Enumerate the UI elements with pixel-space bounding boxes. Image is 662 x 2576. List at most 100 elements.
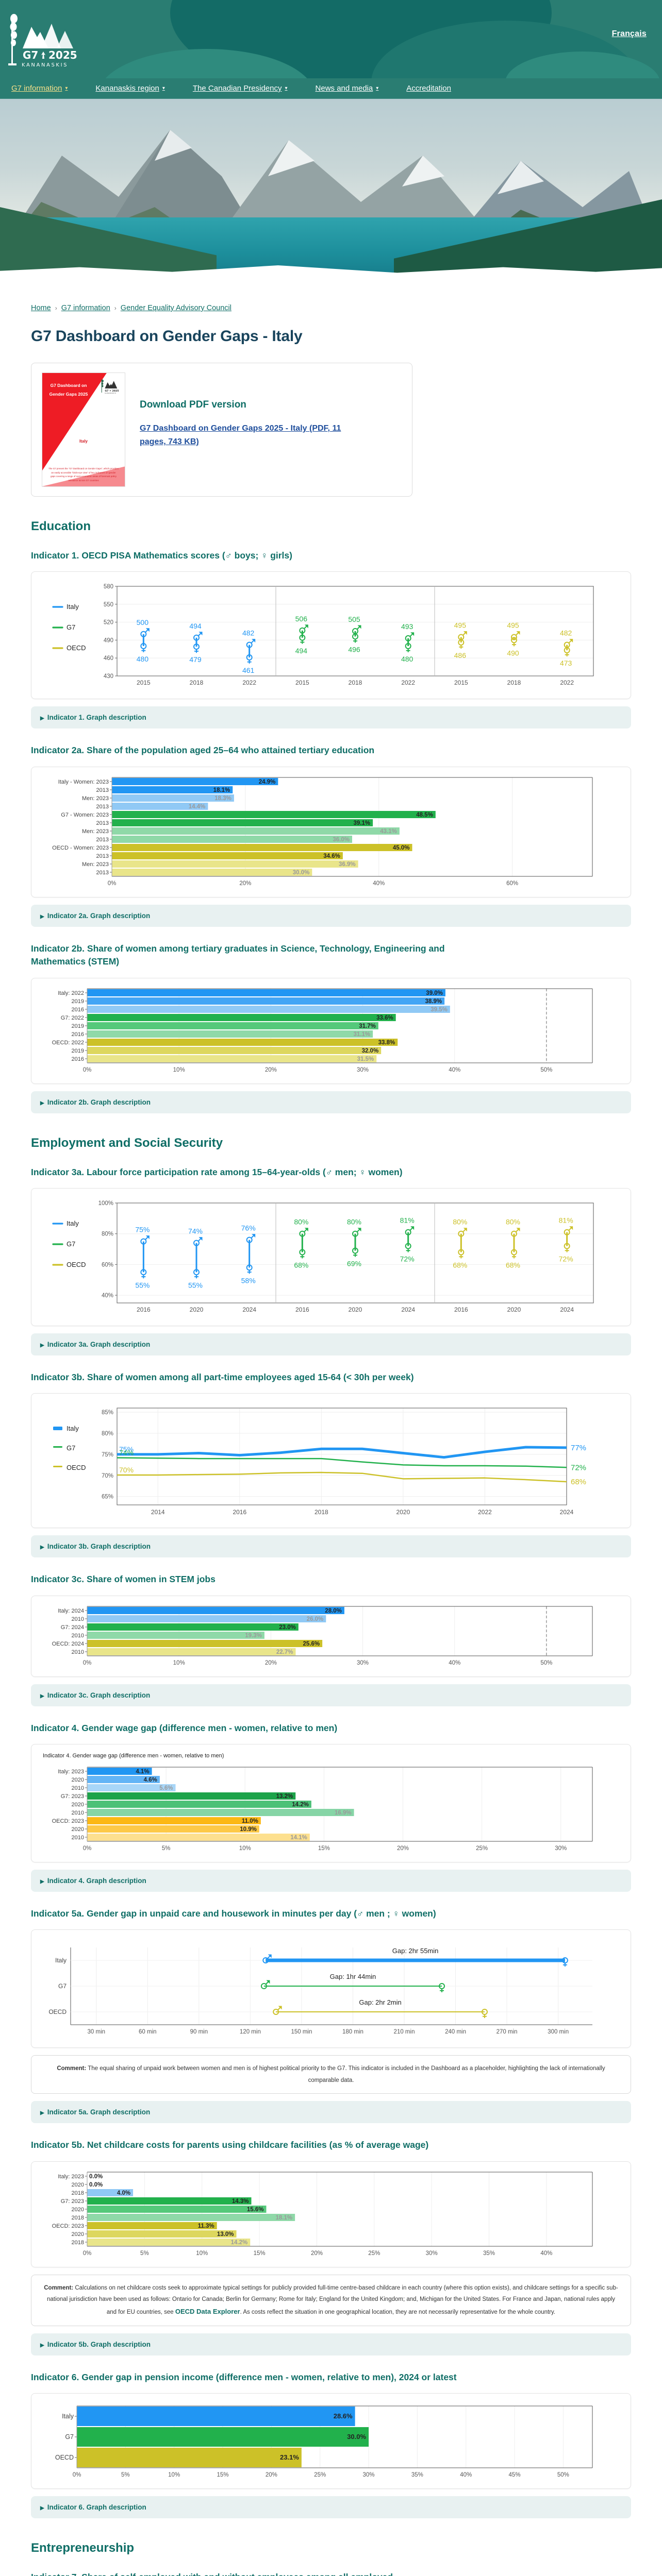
svg-text:Italy: 2023: Italy: 2023 — [58, 1769, 84, 1775]
svg-text:495: 495 — [507, 621, 519, 630]
language-toggle-link[interactable]: Français — [611, 29, 647, 38]
svg-text:505: 505 — [348, 615, 360, 623]
indicator-1-description-toggle[interactable]: ▶ Indicator 1. Graph description — [31, 706, 631, 729]
svg-text:31.5%: 31.5% — [357, 1056, 374, 1062]
svg-text:50%: 50% — [540, 1660, 552, 1666]
svg-text:2018: 2018 — [72, 2190, 84, 2196]
svg-text:2020: 2020 — [507, 1306, 521, 1313]
svg-text:180 min: 180 min — [342, 2029, 363, 2035]
indicator-5b-chart: Italy: 2023 0.0% 2020 0.0% 2018 4.0% G7: 2023 1… — [40, 2169, 622, 2260]
svg-text:OECD: OECD — [67, 1261, 86, 1268]
indicator-5a-chart: 30 min 60 min 90 min 120 min 150 min 180 min 2… — [40, 1937, 622, 2040]
oecd-data-explorer-link[interactable]: OECD Data Explorer — [175, 2308, 240, 2316]
svg-text:2016: 2016 — [454, 1306, 468, 1313]
pdf-cover-blurb: The G7 present the "G7 Dashboard on Gend… — [48, 467, 119, 482]
indicator-4-description-toggle[interactable]: ▶ Indicator 4. Graph description — [31, 1870, 631, 1892]
svg-text:30%: 30% — [357, 1067, 369, 1073]
comment-label: Comment: — [57, 2065, 87, 2072]
svg-text:490: 490 — [507, 649, 519, 657]
nav-item-kananaskis-region[interactable]: Kananaskis region ▾ — [95, 84, 178, 93]
indicator-2b-description-toggle[interactable]: ▶ Indicator 2b. Graph description — [31, 1091, 631, 1113]
triangle-right-icon: ▶ — [40, 716, 44, 722]
indicator-3c-chart-card: Italy: 2024 28.0% 2010 26.0% G7: 2024 23.0% 20… — [31, 1595, 631, 1677]
svg-text:25.6%: 25.6% — [303, 1641, 320, 1647]
svg-text:14.3%: 14.3% — [232, 2198, 249, 2205]
svg-text:KANANASKIS: KANANASKIS — [105, 393, 116, 394]
svg-text:430: 430 — [104, 673, 113, 680]
nav-item-g7-information[interactable]: G7 information ▾ — [11, 84, 81, 93]
download-pdf-link[interactable]: G7 Dashboard on Gender Gaps 2025 - Italy… — [140, 424, 341, 447]
svg-text:2020: 2020 — [72, 1826, 84, 1833]
svg-text:34.6%: 34.6% — [323, 853, 340, 859]
svg-text:68%: 68% — [453, 1261, 467, 1269]
svg-text:4.6%: 4.6% — [144, 1777, 157, 1783]
indicator-2a-description-toggle[interactable]: ▶ Indicator 2a. Graph description — [31, 904, 631, 927]
svg-text:Italy: Italy — [67, 603, 79, 611]
breadcrumb-item-g7-information[interactable]: G7 information — [61, 304, 110, 312]
svg-text:45.0%: 45.0% — [393, 845, 410, 851]
nav-item-accreditation[interactable]: Accreditation — [406, 84, 465, 93]
svg-text:580: 580 — [104, 584, 113, 590]
svg-text:77%: 77% — [571, 1444, 586, 1452]
indicator-3a-description-toggle[interactable]: ▶ Indicator 3a. Graph description — [31, 1333, 631, 1355]
triangle-right-icon: ▶ — [40, 1693, 44, 1699]
svg-text:Men: 2023: Men: 2023 — [82, 828, 109, 835]
svg-text:81%: 81% — [400, 1216, 415, 1225]
svg-text:20%: 20% — [266, 2472, 277, 2478]
svg-text:G7: G7 — [67, 1444, 75, 1452]
svg-text:2016: 2016 — [137, 1306, 151, 1313]
svg-text:16.9%: 16.9% — [335, 1810, 352, 1816]
svg-text:2020: 2020 — [190, 1306, 204, 1313]
pdf-cover-logo-icon: G7 ✦ 2025 KANANASKIS — [101, 379, 119, 394]
indicator-3c-title: Indicator 3c. Share of women in STEM job… — [31, 1574, 216, 1585]
svg-text:Gap: 2hr 2min: Gap: 2hr 2min — [359, 1998, 401, 2006]
svg-text:486: 486 — [454, 651, 467, 659]
svg-text:2015: 2015 — [295, 679, 309, 686]
indicator-3c-description-toggle[interactable]: ▶ Indicator 3c. Graph description — [31, 1684, 631, 1706]
nav-item-canadian-presidency[interactable]: The Canadian Presidency ▾ — [193, 84, 301, 93]
svg-text:31.1%: 31.1% — [354, 1031, 371, 1038]
breadcrumb-item-gender-equality-advisory-council[interactable]: Gender Equality Advisory Council — [120, 304, 231, 312]
triangle-right-icon: ▶ — [40, 1545, 44, 1551]
indicator-6-chart: Italy 28.6% G7 30.0% OECD 23.1% 0% 5% 10% 15% 20% 2… — [40, 2401, 622, 2481]
svg-text:2022: 2022 — [401, 679, 415, 686]
svg-text:2024: 2024 — [401, 1306, 415, 1313]
svg-text:80%: 80% — [506, 1218, 520, 1226]
svg-text:22.7%: 22.7% — [276, 1649, 293, 1655]
svg-text:68%: 68% — [294, 1261, 308, 1269]
indicator-5b-comment: Comment: Calculations on net childcare c… — [31, 2274, 631, 2326]
svg-text:14.2%: 14.2% — [292, 1802, 309, 1808]
svg-text:2020: 2020 — [72, 2207, 84, 2213]
svg-text:15%: 15% — [318, 1845, 330, 1852]
svg-text:2024: 2024 — [560, 1509, 574, 1516]
svg-text:2013: 2013 — [96, 837, 109, 843]
svg-text:2020: 2020 — [349, 1306, 362, 1313]
svg-text:25%: 25% — [314, 2472, 326, 2478]
indicator-3b-description-toggle[interactable]: ▶ Indicator 3b. Graph description — [31, 1535, 631, 1558]
svg-text:15%: 15% — [217, 2472, 229, 2478]
indicator-2a-chart: Italy - Women: 2023 24.9% 2013 18.1% Men: 20… — [40, 774, 622, 890]
indicator-1-title: Indicator 1. OECD PISA Mathematics score… — [31, 550, 292, 561]
svg-text:Italy: Italy — [62, 2413, 74, 2420]
indicator-5b-description-toggle[interactable]: ▶ Indicator 5b. Graph description — [31, 2333, 631, 2355]
indicator-6-description-toggle[interactable]: ▶ Indicator 6. Graph description — [31, 2496, 631, 2519]
svg-text:2019: 2019 — [72, 1048, 84, 1054]
svg-text:2019: 2019 — [72, 998, 84, 1005]
svg-text:0.0%: 0.0% — [89, 2182, 103, 2188]
svg-text:G7: 2023: G7: 2023 — [61, 2198, 84, 2205]
svg-text:0%: 0% — [73, 2472, 81, 2478]
svg-text:20%: 20% — [311, 2250, 323, 2257]
indicator-5b-title: Indicator 5b. Net childcare costs for pa… — [31, 2140, 429, 2150]
svg-text:2016: 2016 — [233, 1509, 246, 1516]
breadcrumb-item-home[interactable]: Home — [31, 304, 51, 312]
svg-text:25%: 25% — [368, 2250, 380, 2257]
indicator-5a-description-toggle[interactable]: ▶ Indicator 5a. Graph description — [31, 2101, 631, 2124]
nav-item-news-and-media[interactable]: News and media ▾ — [316, 84, 392, 93]
svg-text:5%: 5% — [140, 2250, 149, 2257]
svg-text:18.3%: 18.3% — [214, 795, 231, 802]
svg-text:G7: G7 — [23, 49, 38, 61]
svg-text:2022: 2022 — [478, 1509, 492, 1516]
svg-text:20%: 20% — [239, 880, 251, 887]
svg-text:15.6%: 15.6% — [247, 2207, 264, 2213]
g7-kananaskis-logo[interactable]: G7 2025 KANANASKIS — [7, 10, 97, 70]
